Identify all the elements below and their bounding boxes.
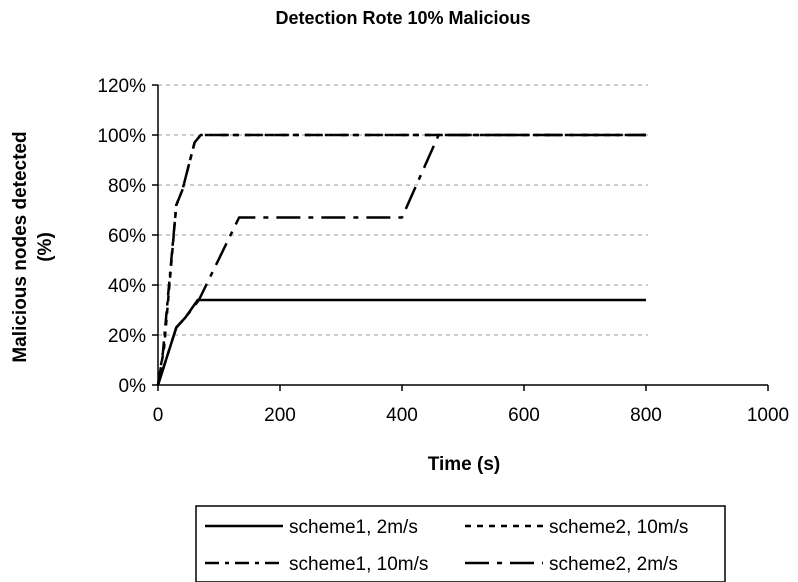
legend: scheme1, 2m/s scheme2, 10m/s scheme1, 10m/… [195, 505, 726, 582]
x-tick-label: 0 [153, 405, 164, 426]
legend-label: scheme1, 2m/s [289, 517, 418, 538]
legend-label: scheme2, 10m/s [549, 517, 688, 538]
y-tick-label: 40% [108, 276, 146, 297]
y-tick-label: 60% [108, 226, 146, 247]
legend-label: scheme2, 2m/s [549, 554, 678, 575]
x-tick-label: 800 [630, 405, 662, 426]
y-axis-label-line-1: Malicious nodes detected [10, 131, 31, 362]
series-lines [156, 133, 646, 386]
y-tick-label: 100% [97, 126, 146, 147]
y-tick-label: 0% [119, 376, 147, 397]
x-tick-label: 1000 [747, 405, 789, 426]
x-tick-label: 200 [264, 405, 296, 426]
y-axis-ticks: 0% 20% 40% 60% 80% 100% 120% [97, 76, 158, 397]
x-tick-label: 600 [508, 405, 540, 426]
x-axis-label: Time (s) [428, 454, 501, 475]
series-line [156, 133, 646, 386]
y-tick-label: 120% [97, 76, 146, 97]
gridlines [158, 84, 648, 336]
chart-title: Detection Rote 10% Malicious [275, 8, 530, 28]
x-tick-label: 400 [386, 405, 418, 426]
y-axis-label-line-2: (%) [35, 232, 56, 262]
legend-box [195, 505, 726, 582]
y-tick-label: 20% [108, 326, 146, 347]
series-line [156, 298, 646, 386]
y-tick-label: 80% [108, 176, 146, 197]
series-line [156, 133, 646, 386]
x-axis-ticks: 0 200 400 600 800 1000 [153, 385, 789, 426]
series-line [156, 133, 646, 386]
legend-label: scheme1, 10m/s [289, 554, 428, 575]
